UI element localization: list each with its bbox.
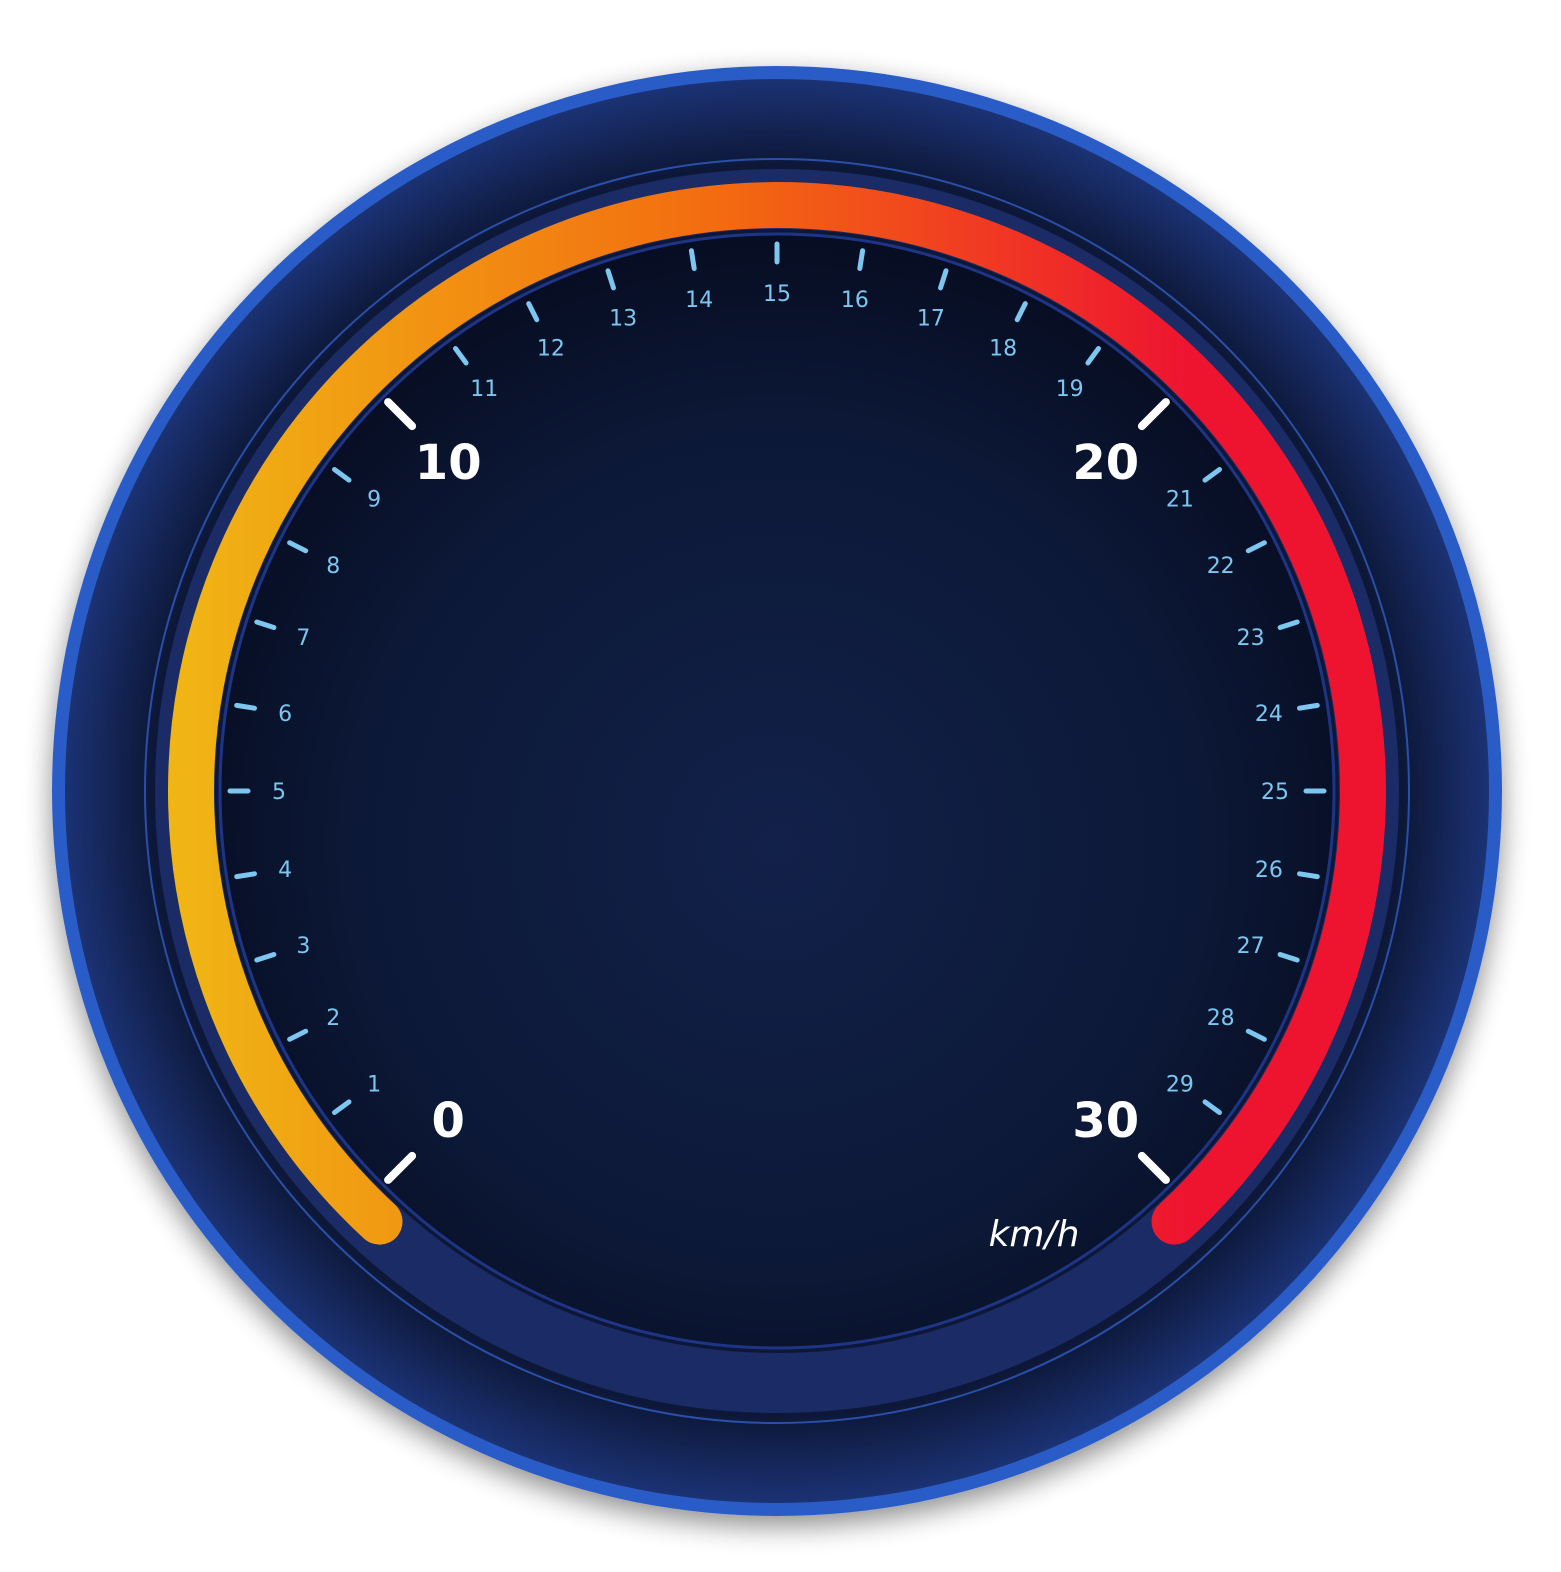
minor-tick-label: 25 bbox=[1261, 780, 1289, 805]
major-tick-label: 20 bbox=[1072, 435, 1139, 491]
major-tick-label: 30 bbox=[1072, 1093, 1139, 1149]
tick-marks bbox=[227, 241, 1327, 1184]
minor-tick-label: 15 bbox=[763, 282, 791, 307]
unit-label: km/h bbox=[989, 1214, 1080, 1255]
minor-tick-label: 23 bbox=[1237, 626, 1265, 651]
minor-tick bbox=[287, 540, 309, 554]
inner-ring-line bbox=[144, 158, 1410, 1424]
major-tick bbox=[384, 398, 417, 431]
minor-tick bbox=[1297, 871, 1320, 880]
major-tick bbox=[1137, 1151, 1170, 1184]
minor-tick-label: 26 bbox=[1255, 858, 1283, 883]
minor-tick-label: 6 bbox=[278, 702, 292, 727]
major-tick bbox=[1137, 398, 1170, 431]
minor-tick-label: 28 bbox=[1207, 1006, 1235, 1031]
minor-tick-label: 2 bbox=[326, 1006, 340, 1031]
minor-tick-label: 21 bbox=[1166, 487, 1194, 512]
gauge-face bbox=[218, 232, 1336, 1350]
minor-tick bbox=[1245, 540, 1267, 554]
minor-tick bbox=[254, 952, 277, 963]
minor-tick bbox=[234, 871, 257, 880]
minor-tick bbox=[332, 1099, 352, 1115]
minor-tick-label: 12 bbox=[537, 336, 565, 361]
major-tick bbox=[384, 1151, 417, 1184]
minor-tick bbox=[453, 346, 469, 366]
minor-tick-label: 18 bbox=[989, 336, 1017, 361]
minor-tick-label: 16 bbox=[841, 288, 869, 313]
minor-tick bbox=[1202, 467, 1222, 483]
minor-tick bbox=[1085, 346, 1101, 366]
minor-tick-label: 1 bbox=[367, 1073, 381, 1098]
minor-tick-label: 5 bbox=[272, 780, 286, 805]
minor-tick-label: 3 bbox=[296, 934, 310, 959]
minor-tick-label: 11 bbox=[470, 377, 498, 402]
minor-tick-label: 9 bbox=[367, 487, 381, 512]
minor-tick bbox=[526, 301, 540, 323]
minor-tick-label: 29 bbox=[1166, 1073, 1194, 1098]
minor-tick bbox=[605, 268, 616, 291]
minor-tick-label: 22 bbox=[1207, 554, 1235, 579]
minor-tick bbox=[857, 248, 866, 271]
minor-tick-label: 7 bbox=[296, 626, 310, 651]
minor-tick bbox=[332, 467, 352, 483]
minor-tick-label: 24 bbox=[1255, 702, 1283, 727]
minor-tick bbox=[938, 268, 949, 291]
major-tick-label: 0 bbox=[431, 1093, 464, 1149]
minor-tick bbox=[688, 248, 697, 271]
value-arc bbox=[168, 182, 1386, 1245]
minor-tick bbox=[1277, 619, 1300, 630]
major-tick-label: 10 bbox=[415, 435, 482, 491]
minor-tick-label: 17 bbox=[917, 306, 945, 331]
minor-tick-label: 19 bbox=[1056, 377, 1084, 402]
minor-tick-label: 8 bbox=[326, 554, 340, 579]
minor-tick bbox=[1245, 1028, 1267, 1042]
minor-tick bbox=[287, 1028, 309, 1042]
minor-tick bbox=[1277, 952, 1300, 963]
minor-tick-label: 27 bbox=[1237, 934, 1265, 959]
minor-tick-label: 14 bbox=[685, 288, 713, 313]
minor-tick bbox=[254, 619, 277, 630]
minor-tick bbox=[234, 702, 257, 711]
minor-tick-label: 4 bbox=[278, 858, 292, 883]
minor-tick bbox=[1202, 1099, 1222, 1115]
minor-tick bbox=[1014, 301, 1028, 323]
minor-tick-label: 13 bbox=[609, 306, 637, 331]
minor-tick bbox=[1297, 702, 1320, 711]
